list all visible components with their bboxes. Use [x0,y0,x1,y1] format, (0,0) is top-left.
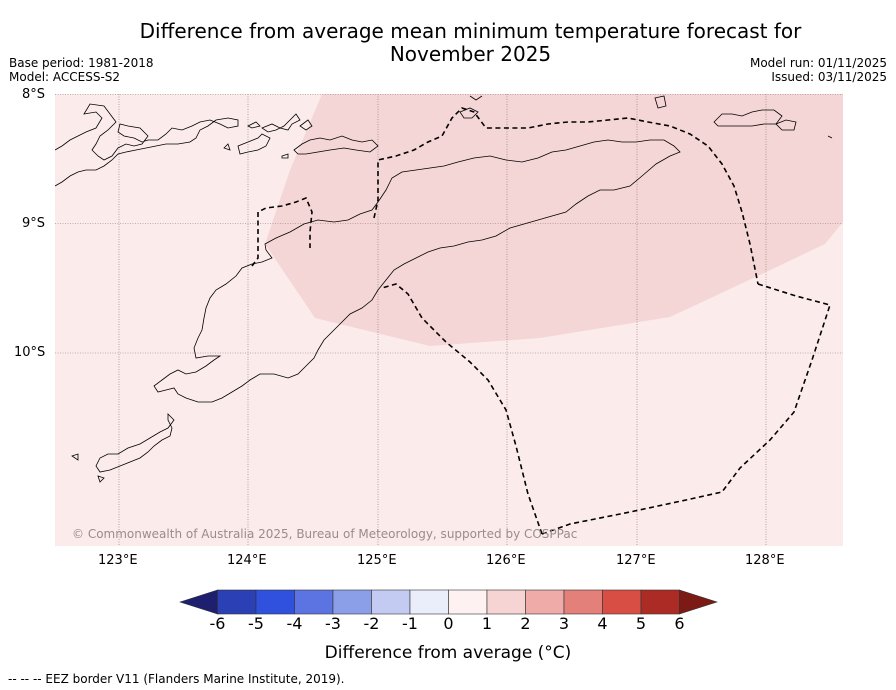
colorbar-tick-label: -4 [286,614,303,633]
lon-tick-124e: 124°E [227,553,267,568]
colorbar-tick-label: -1 [402,614,418,633]
graticule [55,94,843,546]
colorbar-tick-label: 0 [443,614,454,633]
lon-tick-125e: 125°E [357,553,397,568]
lat-tick-9s: 9°S [22,216,46,231]
colorbar-tick-label: 3 [558,614,570,633]
colorbar-segment [332,589,372,615]
base-period-text: Base period: 1981-2018 [9,56,154,70]
eez-borders [251,107,832,535]
colorbar-tick-label: 1 [481,614,493,633]
copyright-notice: © Commonwealth of Australia 2025, Bureau… [72,527,577,541]
issued-text: Issued: 03/11/2025 [771,70,887,84]
lon-tick-127e: 127°E [616,553,656,568]
meta-right: Model run: 01/11/2025 Issued: 03/11/2025 [750,56,887,84]
lon-tick-128e: 128°E [745,553,785,568]
colorbar-tick-label: 6 [674,614,685,633]
colorbar-tick-label: -6 [209,614,226,633]
model-run-text: Model run: 01/11/2025 [749,56,887,70]
title-line-2: November 2025 [389,42,552,66]
colorbar-tick-label: 5 [635,614,647,633]
colorbar-segment [217,589,257,615]
lat-tick-10s: 10°S [14,345,46,360]
colorbar-segment [679,589,718,615]
eez-legend-note: -- -- -- EEZ border V11 (Flanders Marine… [8,672,345,686]
colorbar-segment [294,589,334,615]
colorbar-segment [640,589,680,615]
model-text: Model: ACCESS-S2 [9,70,121,84]
chart-title: Difference from average mean minimum tem… [0,20,896,66]
colorbar-tick-label: -3 [325,614,341,633]
coastlines [55,95,833,483]
anomaly-region-1-2 [265,94,843,346]
colorbar-tick-label: -5 [248,614,264,633]
colorbar-segment [255,589,295,615]
title-line-1: Difference from average mean minimum tem… [139,19,802,43]
colorbar-segment [525,589,565,615]
meta-left: Base period: 1981-2018 Model: ACCESS-S2 [9,56,154,84]
colorbar-segment [179,589,218,615]
colorbar-segment [448,589,488,615]
lat-tick-8s: 8°S [22,87,46,102]
colorbar-segment [486,589,526,615]
colorbar-segment [371,589,411,615]
colorbar-label: Difference from average (°C) [324,643,572,663]
colorbar-segment [409,589,449,615]
lon-tick-123e: 123°E [98,553,138,568]
colorbar-tick-label: -2 [363,614,380,633]
colorbar-segment [602,589,642,615]
colorbar-tick-label: 4 [597,614,608,633]
lon-tick-126e: 126°E [486,553,526,568]
colorbar-tick-label: 2 [520,614,531,633]
colorbar-segment [563,589,603,615]
